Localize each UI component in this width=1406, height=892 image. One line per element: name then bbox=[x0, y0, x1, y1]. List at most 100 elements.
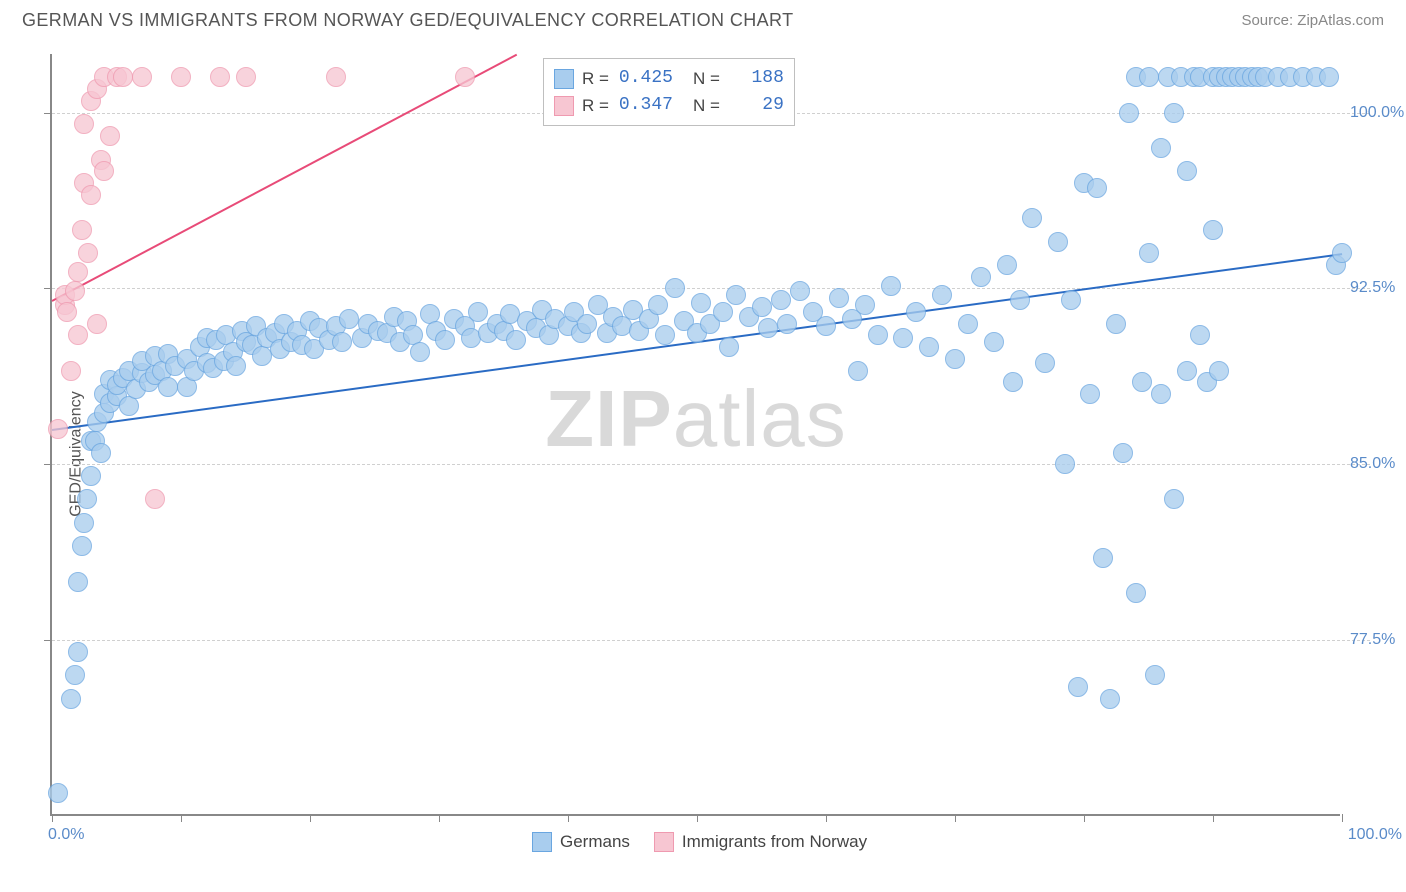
data-point bbox=[665, 278, 685, 298]
data-point bbox=[339, 309, 359, 329]
x-tick bbox=[439, 814, 440, 822]
data-point bbox=[1100, 689, 1120, 709]
y-tick-label: 77.5% bbox=[1350, 631, 1406, 649]
stat-n-value: 188 bbox=[728, 65, 784, 92]
data-point bbox=[48, 783, 68, 803]
y-tick bbox=[44, 464, 52, 465]
data-point bbox=[68, 642, 88, 662]
data-point bbox=[210, 67, 230, 87]
data-point bbox=[1055, 454, 1075, 474]
data-point bbox=[77, 489, 97, 509]
data-point bbox=[1003, 372, 1023, 392]
x-tick bbox=[568, 814, 569, 822]
data-point bbox=[726, 285, 746, 305]
data-point bbox=[100, 126, 120, 146]
data-point bbox=[713, 302, 733, 322]
x-tick bbox=[697, 814, 698, 822]
data-point bbox=[829, 288, 849, 308]
data-point bbox=[65, 281, 85, 301]
legend-swatch bbox=[554, 96, 574, 116]
data-point bbox=[78, 243, 98, 263]
data-point bbox=[648, 295, 668, 315]
stat-n-key: N = bbox=[693, 66, 720, 92]
x-tick bbox=[310, 814, 311, 822]
x-tick bbox=[826, 814, 827, 822]
data-point bbox=[971, 267, 991, 287]
data-point bbox=[790, 281, 810, 301]
data-point bbox=[1177, 361, 1197, 381]
data-point bbox=[1126, 583, 1146, 603]
data-point bbox=[72, 536, 92, 556]
stat-r-value: 0.425 bbox=[617, 65, 673, 92]
data-point bbox=[1319, 67, 1339, 87]
data-point bbox=[171, 67, 191, 87]
gridline bbox=[52, 464, 1370, 465]
x-tick bbox=[955, 814, 956, 822]
x-tick-label: 0.0% bbox=[48, 826, 84, 844]
legend-item: Germans bbox=[532, 832, 630, 852]
stat-n-key: N = bbox=[693, 93, 720, 119]
data-point bbox=[87, 314, 107, 334]
data-point bbox=[1106, 314, 1126, 334]
trend-line bbox=[52, 54, 517, 302]
data-point bbox=[958, 314, 978, 334]
data-point bbox=[455, 67, 475, 87]
data-point bbox=[1177, 161, 1197, 181]
legend-label: Immigrants from Norway bbox=[682, 832, 867, 852]
data-point bbox=[68, 572, 88, 592]
data-point bbox=[236, 67, 256, 87]
data-point bbox=[91, 443, 111, 463]
y-tick bbox=[44, 113, 52, 114]
data-point bbox=[1048, 232, 1068, 252]
stat-n-value: 29 bbox=[728, 92, 784, 119]
data-point bbox=[61, 361, 81, 381]
data-point bbox=[848, 361, 868, 381]
x-tick-label: 100.0% bbox=[1348, 826, 1402, 844]
data-point bbox=[1010, 290, 1030, 310]
data-point bbox=[226, 356, 246, 376]
data-point bbox=[1164, 103, 1184, 123]
data-point bbox=[435, 330, 455, 350]
legend-item: Immigrants from Norway bbox=[654, 832, 867, 852]
data-point bbox=[1209, 361, 1229, 381]
y-tick-label: 100.0% bbox=[1350, 104, 1406, 122]
data-point bbox=[577, 314, 597, 334]
plot-wrap: GED/Equivalency ZIPatlas 77.5%85.0%92.5%… bbox=[50, 54, 1370, 854]
data-point bbox=[1151, 138, 1171, 158]
data-point bbox=[1139, 67, 1159, 87]
data-point bbox=[1139, 243, 1159, 263]
stat-r-value: 0.347 bbox=[617, 92, 673, 119]
data-point bbox=[1119, 103, 1139, 123]
data-point bbox=[1151, 384, 1171, 404]
data-point bbox=[719, 337, 739, 357]
legend-swatch bbox=[654, 832, 674, 852]
x-tick bbox=[181, 814, 182, 822]
x-tick bbox=[52, 814, 53, 822]
data-point bbox=[1164, 489, 1184, 509]
stat-r-key: R = bbox=[582, 93, 609, 119]
data-point bbox=[1203, 220, 1223, 240]
x-tick bbox=[1084, 814, 1085, 822]
data-point bbox=[919, 337, 939, 357]
data-point bbox=[1093, 548, 1113, 568]
data-point bbox=[1132, 372, 1152, 392]
data-point bbox=[145, 489, 165, 509]
data-point bbox=[506, 330, 526, 350]
data-point bbox=[777, 314, 797, 334]
data-point bbox=[771, 290, 791, 310]
stats-legend-row: R = 0.347 N = 29 bbox=[554, 92, 784, 119]
data-point bbox=[932, 285, 952, 305]
data-point bbox=[48, 419, 68, 439]
data-point bbox=[65, 665, 85, 685]
data-point bbox=[68, 262, 88, 282]
data-point bbox=[655, 325, 675, 345]
data-point bbox=[997, 255, 1017, 275]
y-tick-label: 85.0% bbox=[1350, 455, 1406, 473]
data-point bbox=[906, 302, 926, 322]
data-point bbox=[74, 513, 94, 533]
data-point bbox=[410, 342, 430, 362]
x-tick bbox=[1213, 814, 1214, 822]
data-point bbox=[855, 295, 875, 315]
data-point bbox=[945, 349, 965, 369]
watermark-light: atlas bbox=[673, 374, 847, 463]
